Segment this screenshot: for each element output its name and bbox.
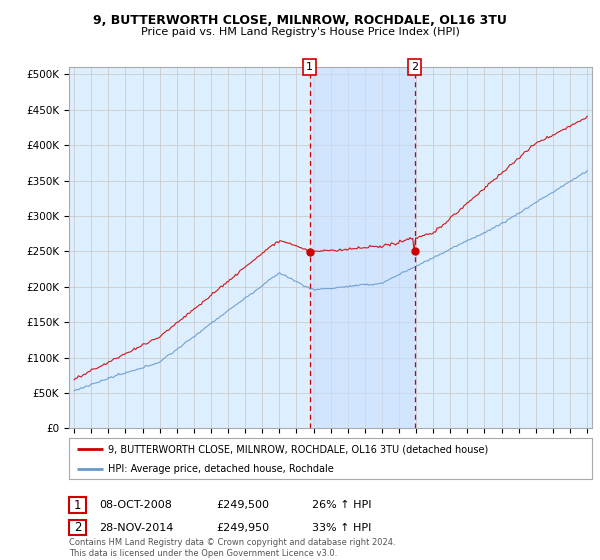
Text: Contains HM Land Registry data © Crown copyright and database right 2024.
This d: Contains HM Land Registry data © Crown c… bbox=[69, 538, 395, 558]
Text: 08-OCT-2008: 08-OCT-2008 bbox=[99, 500, 172, 510]
Text: Price paid vs. HM Land Registry's House Price Index (HPI): Price paid vs. HM Land Registry's House … bbox=[140, 27, 460, 37]
Text: 1: 1 bbox=[74, 498, 81, 512]
Bar bbox=[310, 67, 415, 428]
Text: 9, BUTTERWORTH CLOSE, MILNROW, ROCHDALE, OL16 3TU: 9, BUTTERWORTH CLOSE, MILNROW, ROCHDALE,… bbox=[93, 14, 507, 27]
Text: 33% ↑ HPI: 33% ↑ HPI bbox=[312, 522, 371, 533]
Text: £249,500: £249,500 bbox=[216, 500, 269, 510]
Text: 2: 2 bbox=[411, 62, 418, 72]
Text: 28-NOV-2014: 28-NOV-2014 bbox=[99, 522, 173, 533]
Text: 1: 1 bbox=[306, 62, 313, 72]
Text: 2: 2 bbox=[74, 521, 81, 534]
Text: 9, BUTTERWORTH CLOSE, MILNROW, ROCHDALE, OL16 3TU (detached house): 9, BUTTERWORTH CLOSE, MILNROW, ROCHDALE,… bbox=[108, 445, 488, 454]
Text: 26% ↑ HPI: 26% ↑ HPI bbox=[312, 500, 371, 510]
Text: £249,950: £249,950 bbox=[216, 522, 269, 533]
Text: HPI: Average price, detached house, Rochdale: HPI: Average price, detached house, Roch… bbox=[108, 464, 334, 474]
